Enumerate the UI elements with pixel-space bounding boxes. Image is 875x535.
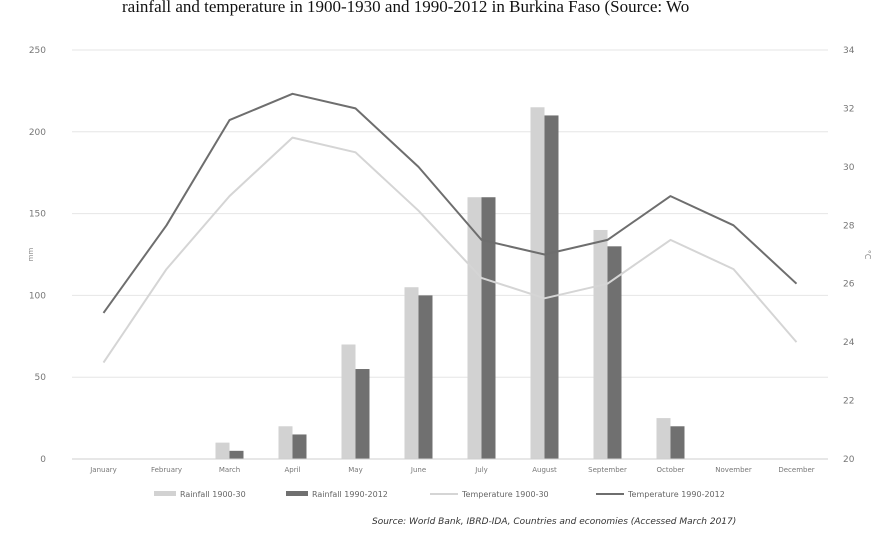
x-tick-label: October <box>656 466 684 474</box>
bar <box>404 287 419 459</box>
x-tick-label: February <box>151 466 182 474</box>
axes: 0 50 100 150 200 250 20 22 24 26 28 30 32 34 mm °C Janua… <box>27 46 872 474</box>
gridlines <box>72 49 828 378</box>
bar <box>593 229 608 459</box>
bar <box>656 418 671 459</box>
y-tick-label-right: 28 <box>843 221 855 231</box>
bar <box>607 246 622 459</box>
legend-swatch <box>154 491 176 496</box>
bar <box>278 426 293 459</box>
legend-label: Temperature 1900-30 <box>461 490 549 499</box>
legend-label: Rainfall 1900-30 <box>180 490 246 499</box>
bar <box>355 369 370 459</box>
x-tick-label: March <box>219 466 240 474</box>
bars <box>215 107 685 460</box>
bar <box>670 426 685 459</box>
x-tick-label: November <box>715 466 752 474</box>
y-tick-label-right: 20 <box>843 455 855 465</box>
y-tick-label-right: 24 <box>843 338 855 348</box>
y-tick-label-right: 32 <box>843 104 854 114</box>
y-tick-label-right: 30 <box>843 163 855 173</box>
y-tick-label-left: 50 <box>35 373 47 383</box>
y-tick-label-left: 0 <box>40 455 46 465</box>
y-tick-label-left: 100 <box>29 291 46 301</box>
bar <box>215 442 230 459</box>
legend: Rainfall 1900-30 Rainfall 1990-2012 Temper… <box>154 490 725 499</box>
x-tick-label: June <box>410 466 426 474</box>
bar <box>481 197 496 460</box>
y-tick-label-left: 150 <box>29 210 46 220</box>
bar <box>467 197 482 460</box>
y-tick-label-right: 22 <box>843 397 854 407</box>
source-note: Source: World Bank, IBRD-IDA, Countries … <box>372 517 737 527</box>
legend-label: Rainfall 1990-2012 <box>312 490 388 499</box>
x-tick-label: April <box>285 466 301 474</box>
y-tick-label-right: 34 <box>843 46 855 56</box>
x-tick-label: May <box>348 466 362 474</box>
bar <box>418 295 433 459</box>
x-tick-label: December <box>778 466 814 474</box>
y-tick-label-left: 250 <box>29 46 46 56</box>
figure-caption: rainfall and temperature in 1900-1930 an… <box>122 0 690 16</box>
bar <box>292 434 307 459</box>
x-tick-label: September <box>588 466 627 474</box>
x-tick-label: July <box>474 466 488 474</box>
y-axis-title-right: °C <box>863 250 872 260</box>
bar <box>530 107 545 459</box>
bar <box>544 115 559 459</box>
lines <box>102 92 798 364</box>
series-line <box>102 92 798 314</box>
y-axis-title-left: mm <box>27 248 35 262</box>
y-tick-label-left: 200 <box>29 128 46 138</box>
series-line <box>102 136 798 364</box>
legend-swatch <box>286 491 308 496</box>
y-tick-label-right: 26 <box>843 280 855 290</box>
legend-label: Temperature 1990-2012 <box>627 490 725 499</box>
bar <box>341 344 356 459</box>
x-tick-label: January <box>89 466 117 474</box>
bar <box>229 450 244 459</box>
x-tick-label: August <box>532 466 557 474</box>
